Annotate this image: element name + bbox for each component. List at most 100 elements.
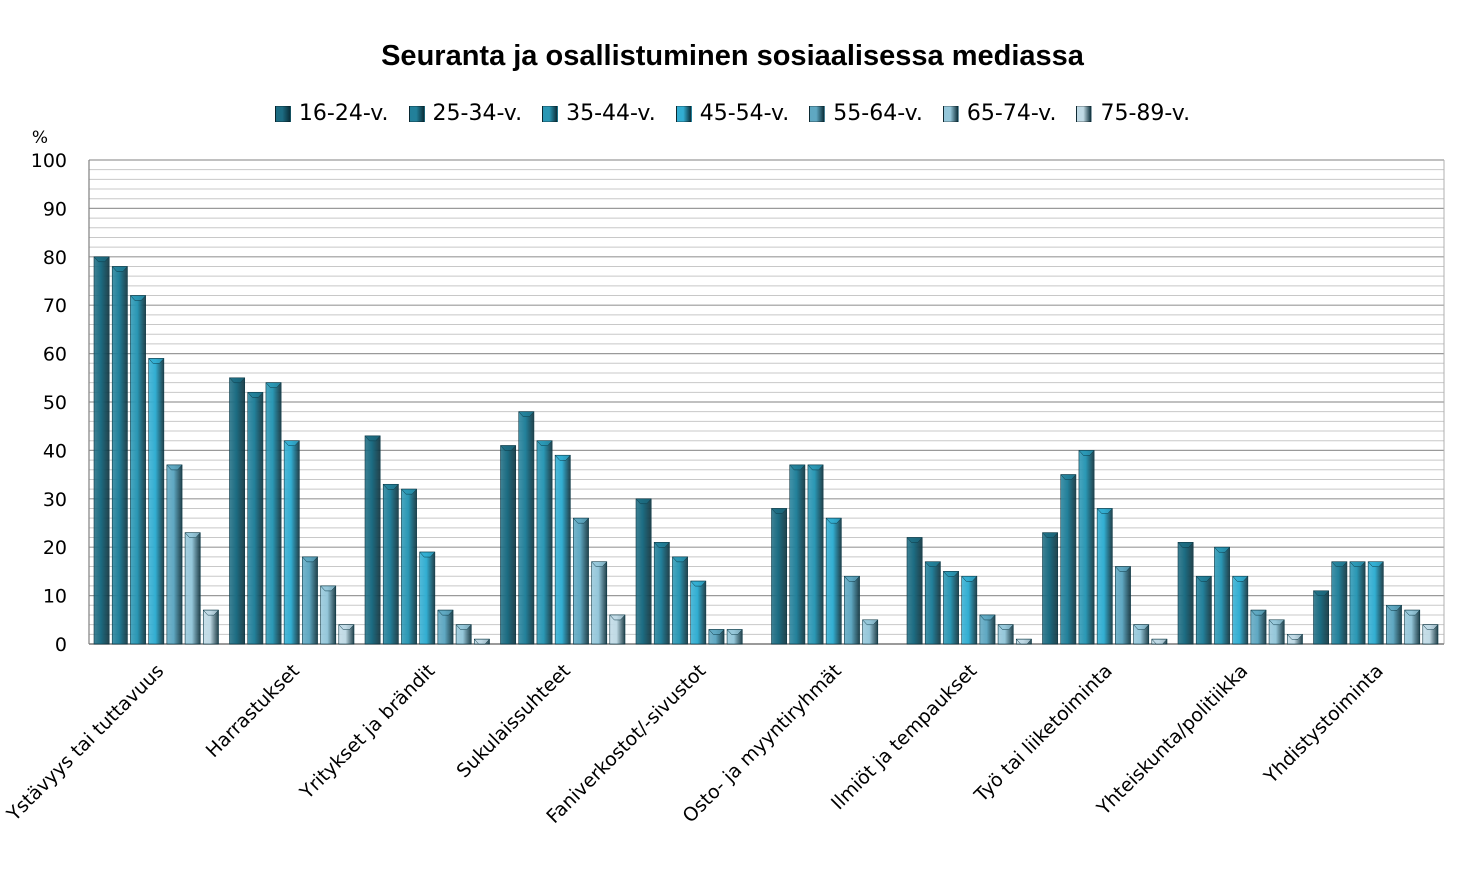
bar	[924, 561, 941, 645]
bar	[93, 256, 110, 645]
bar	[1096, 508, 1113, 645]
bar-cap	[283, 440, 300, 446]
bar-cap	[1096, 508, 1113, 514]
bar	[1177, 542, 1194, 645]
bar-cap	[129, 295, 147, 301]
bar-cap	[202, 609, 220, 616]
bar	[906, 537, 923, 645]
bar	[382, 483, 399, 645]
x-tick-label: Ystävyys tai tuttavuus	[2, 660, 168, 826]
bar	[283, 440, 300, 645]
bar-cap	[247, 392, 264, 398]
bar	[825, 517, 842, 645]
y-tick-label: 60	[43, 344, 67, 366]
bar-cap	[1114, 566, 1132, 572]
bar-cap	[1213, 546, 1231, 553]
bar-cap	[789, 464, 806, 471]
bar-cap	[320, 585, 337, 592]
bar-cap	[1041, 532, 1059, 538]
bar	[1042, 532, 1059, 645]
bar-cap	[166, 464, 183, 471]
bar	[500, 445, 517, 645]
bar	[148, 358, 165, 645]
bar-cap	[382, 484, 399, 490]
y-tick-label: 10	[43, 586, 67, 608]
bar	[247, 392, 264, 645]
bar-cap	[807, 464, 824, 471]
bar-cap	[364, 435, 381, 442]
legend-label: 45-54-v.	[699, 101, 790, 126]
bar-cap	[843, 575, 861, 582]
legend-label: 65-74-v.	[966, 101, 1057, 126]
legend-item: 65-74-v.	[942, 101, 1057, 126]
bar	[518, 411, 535, 645]
x-tick-label: Harrastukset	[202, 660, 304, 762]
bar	[690, 580, 707, 645]
bar	[1214, 546, 1230, 645]
y-tick-label: 40	[43, 440, 67, 462]
bar	[229, 377, 246, 645]
bar-cap	[228, 377, 246, 384]
bar	[635, 498, 652, 645]
bar-cap	[1151, 638, 1168, 645]
bar-cap	[924, 561, 941, 567]
bar	[536, 440, 553, 645]
bar	[166, 464, 183, 645]
y-tick-label: 20	[43, 537, 67, 559]
legend-item: 45-54-v.	[675, 101, 790, 126]
bar-cap	[518, 411, 535, 417]
legend-swatch	[408, 105, 425, 122]
bar-cap	[671, 556, 689, 563]
bar	[943, 571, 959, 645]
bar-cap	[726, 629, 743, 635]
bar	[111, 266, 128, 645]
bar-cap	[825, 517, 842, 524]
bar	[1349, 561, 1366, 645]
bar-cap	[653, 542, 670, 548]
bar-cap	[591, 561, 608, 567]
bar-cap	[1367, 561, 1384, 567]
bar-cap	[1177, 542, 1194, 548]
bar-cap	[1312, 590, 1330, 597]
y-tick-label: 70	[43, 295, 67, 317]
bar-cap	[1331, 561, 1348, 567]
bar	[320, 585, 337, 645]
y-tick-label: 50	[43, 392, 67, 414]
bar-cap	[770, 508, 788, 514]
bar-cap	[942, 571, 960, 577]
bar-cap	[419, 551, 436, 558]
bar-cap	[997, 624, 1014, 630]
bar-cap	[1078, 450, 1095, 456]
x-tick-label: Yhteiskunta/politiikka	[1092, 660, 1252, 820]
bar-cap	[906, 537, 923, 543]
bar-cap	[1232, 575, 1249, 582]
bar-cap	[1015, 638, 1033, 645]
bar	[591, 561, 608, 645]
legend-item: 35-44-v.	[542, 101, 656, 126]
x-tick-label: Ilmiöt ja tempaukset	[827, 660, 981, 814]
bar	[961, 575, 978, 645]
bar	[771, 508, 788, 645]
y-tick-label: 30	[43, 489, 67, 511]
bar	[1331, 561, 1348, 645]
y-tick-label: 80	[43, 247, 67, 269]
y-tick-label: 0	[55, 634, 67, 656]
y-axis-label: %	[32, 128, 48, 148]
x-tick-label: Sukulaissuhteet	[453, 660, 575, 782]
bar-cap	[554, 454, 571, 461]
x-tick-label: Osto- ja myyntiryhmät	[678, 660, 845, 827]
legend-item: 25-34-v.	[408, 101, 522, 126]
bar	[1195, 575, 1212, 645]
legend-swatch	[675, 105, 692, 122]
bar	[554, 454, 571, 645]
bar-cap	[111, 266, 128, 272]
bar	[364, 435, 381, 645]
bar-cap	[979, 614, 996, 621]
x-tick-label: Yritykset ja brändit	[295, 660, 439, 804]
bar-cap	[1404, 609, 1421, 616]
bar	[302, 556, 318, 645]
legend-item: 16-24-v.	[274, 101, 389, 126]
legend-swatch	[542, 105, 559, 122]
bar	[1232, 575, 1249, 645]
bar	[130, 295, 146, 645]
